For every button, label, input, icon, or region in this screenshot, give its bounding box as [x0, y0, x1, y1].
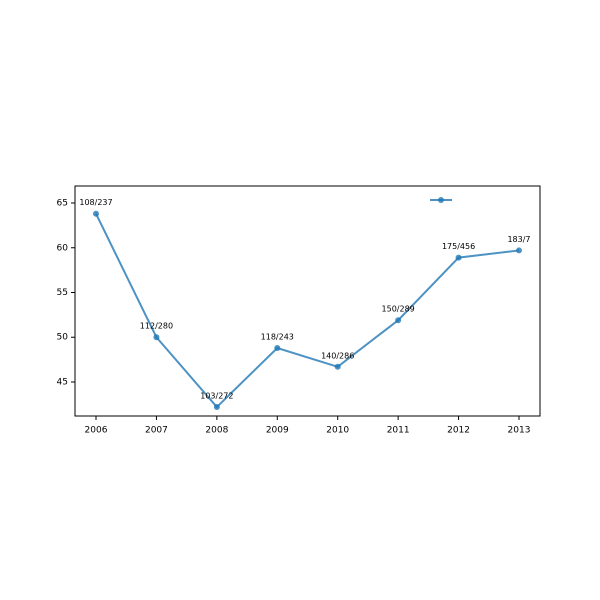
x-tick-label: 2009 — [266, 426, 289, 436]
data-point — [93, 210, 99, 217]
annotation: 118/243 — [261, 332, 294, 341]
x-tick-label: 2007 — [145, 426, 168, 436]
data-point — [334, 363, 341, 370]
data-point — [395, 317, 402, 324]
data-point — [274, 344, 281, 351]
data-point — [153, 334, 160, 341]
x-tick-label: 2012 — [447, 426, 470, 436]
x-tick-label: 2011 — [387, 426, 410, 436]
x-tick-label: 2013 — [508, 426, 531, 436]
annotation: 175/456 — [442, 242, 475, 251]
annotation: 112/280 — [140, 322, 173, 331]
annotation: 108/237 — [79, 198, 112, 207]
data-line — [95, 213, 520, 409]
y-tick-label: 50 — [57, 333, 69, 343]
x-tick-label: 2008 — [205, 426, 228, 436]
data-point — [213, 404, 220, 411]
annotation: 183/7 — [507, 235, 530, 244]
data-point — [516, 247, 522, 254]
y-tick-label: 45 — [57, 377, 68, 387]
y-tick-label: 65 — [57, 199, 68, 209]
plot-frame — [74, 185, 541, 417]
data-point — [455, 254, 462, 261]
x-tick-label: 2006 — [85, 426, 108, 436]
legend — [430, 197, 452, 203]
x-tick-label: 2010 — [326, 426, 349, 436]
annotation: 140/286 — [321, 351, 354, 360]
annotation: 103/272 — [200, 392, 233, 401]
y-tick-label: 60 — [57, 243, 69, 253]
annotation: 150/289 — [382, 305, 415, 314]
legend-marker — [438, 197, 444, 203]
y-tick-label: 55 — [57, 288, 68, 298]
